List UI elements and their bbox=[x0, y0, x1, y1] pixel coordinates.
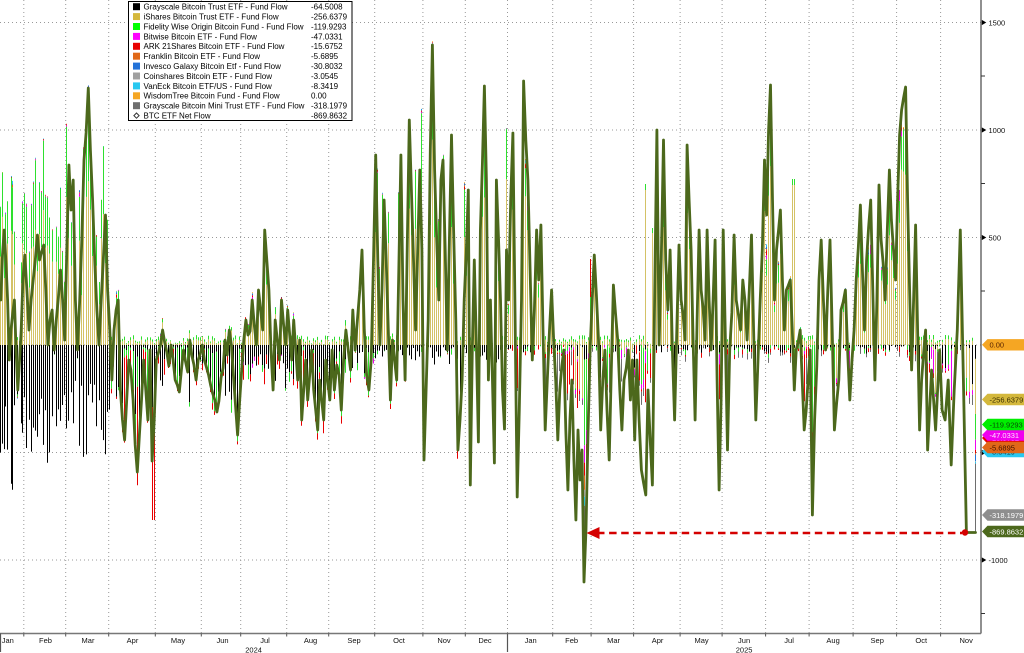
svg-text:-256.6379: -256.6379 bbox=[311, 13, 348, 22]
svg-text:May: May bbox=[171, 636, 185, 645]
svg-text:Jun: Jun bbox=[216, 636, 228, 645]
svg-text:-30.8032: -30.8032 bbox=[311, 62, 343, 71]
svg-text:ARK 21Shares Bitcoin ETF - Fun: ARK 21Shares Bitcoin ETF - Fund Flow bbox=[144, 42, 285, 51]
svg-text:-5.6895: -5.6895 bbox=[990, 443, 1015, 452]
svg-text:-5.6895: -5.6895 bbox=[311, 52, 339, 61]
svg-text:1500: 1500 bbox=[989, 18, 1006, 27]
svg-text:Mar: Mar bbox=[607, 636, 620, 645]
svg-text:-318.1979: -318.1979 bbox=[990, 511, 1024, 520]
svg-text:WisdomTree Bitcoin Fund - Fund: WisdomTree Bitcoin Fund - Fund Flow bbox=[144, 92, 280, 101]
svg-text:VanEck Bitcoin ETF/US - Fund F: VanEck Bitcoin ETF/US - Fund Flow bbox=[144, 82, 273, 91]
svg-text:Oct: Oct bbox=[393, 636, 406, 645]
svg-text:0.00: 0.00 bbox=[311, 92, 327, 101]
svg-text:Apr: Apr bbox=[127, 636, 139, 645]
svg-text:-3.0545: -3.0545 bbox=[311, 72, 339, 81]
svg-text:Bitwise Bitcoin ETF - Fund Flo: Bitwise Bitcoin ETF - Fund Flow bbox=[144, 32, 258, 41]
svg-text:Aug: Aug bbox=[304, 636, 317, 645]
svg-text:Jan: Jan bbox=[2, 636, 14, 645]
svg-text:Feb: Feb bbox=[39, 636, 52, 645]
svg-text:-256.6379: -256.6379 bbox=[990, 395, 1024, 404]
svg-text:Jul: Jul bbox=[784, 636, 794, 645]
svg-text:1000: 1000 bbox=[989, 126, 1006, 135]
svg-text:0.00: 0.00 bbox=[990, 341, 1005, 350]
svg-text:500: 500 bbox=[989, 233, 1002, 242]
svg-text:Dec: Dec bbox=[478, 636, 492, 645]
svg-text:Jun: Jun bbox=[738, 636, 750, 645]
svg-text:2024: 2024 bbox=[245, 646, 262, 653]
svg-text:BTC ETF Net Flow: BTC ETF Net Flow bbox=[144, 112, 211, 121]
svg-text:-8.3419: -8.3419 bbox=[311, 82, 339, 91]
svg-text:Mar: Mar bbox=[82, 636, 95, 645]
svg-text:-119.9293: -119.9293 bbox=[311, 22, 347, 31]
svg-text:-119.9293: -119.9293 bbox=[990, 420, 1023, 429]
svg-text:-15.6752: -15.6752 bbox=[311, 42, 343, 51]
svg-text:Grayscale Bitcoin Mini Trust E: Grayscale Bitcoin Mini Trust ETF - Fund … bbox=[144, 102, 305, 111]
svg-text:-47.0331: -47.0331 bbox=[990, 431, 1020, 440]
svg-text:2025: 2025 bbox=[736, 646, 753, 653]
svg-text:-869.8632: -869.8632 bbox=[990, 527, 1024, 536]
svg-text:Nov: Nov bbox=[437, 636, 451, 645]
svg-text:Sep: Sep bbox=[347, 636, 360, 645]
svg-text:Aug: Aug bbox=[826, 636, 839, 645]
svg-text:Sep: Sep bbox=[871, 636, 884, 645]
svg-text:May: May bbox=[695, 636, 709, 645]
svg-text:-869.8632: -869.8632 bbox=[311, 112, 348, 121]
svg-text:iShares Bitcoin Trust ETF - Fu: iShares Bitcoin Trust ETF - Fund Flow bbox=[144, 13, 279, 22]
svg-text:Nov: Nov bbox=[960, 636, 974, 645]
svg-text:Fidelity Wise Origin Bitcoin F: Fidelity Wise Origin Bitcoin Fund - Fund… bbox=[144, 22, 304, 31]
svg-text:Jan: Jan bbox=[525, 636, 537, 645]
svg-text:Apr: Apr bbox=[652, 636, 664, 645]
svg-text:-318.1979: -318.1979 bbox=[311, 102, 348, 111]
svg-text:Coinshares Bitcoin ETF - Fund: Coinshares Bitcoin ETF - Fund Flow bbox=[144, 72, 273, 81]
svg-text:-1000: -1000 bbox=[989, 556, 1008, 565]
svg-text:Jul: Jul bbox=[260, 636, 270, 645]
svg-text:-64.5008: -64.5008 bbox=[311, 3, 343, 12]
svg-text:-47.0331: -47.0331 bbox=[311, 32, 343, 41]
svg-text:Franklin Bitcoin ETF - Fund Fl: Franklin Bitcoin ETF - Fund Flow bbox=[144, 52, 261, 61]
svg-text:Invesco Galaxy Bitcoin Etf - F: Invesco Galaxy Bitcoin Etf - Fund Flow bbox=[144, 62, 282, 71]
svg-text:Oct: Oct bbox=[915, 636, 928, 645]
svg-text:Feb: Feb bbox=[565, 636, 578, 645]
svg-text:Grayscale Bitcoin Trust ETF -: Grayscale Bitcoin Trust ETF - Fund Flow bbox=[144, 3, 288, 12]
